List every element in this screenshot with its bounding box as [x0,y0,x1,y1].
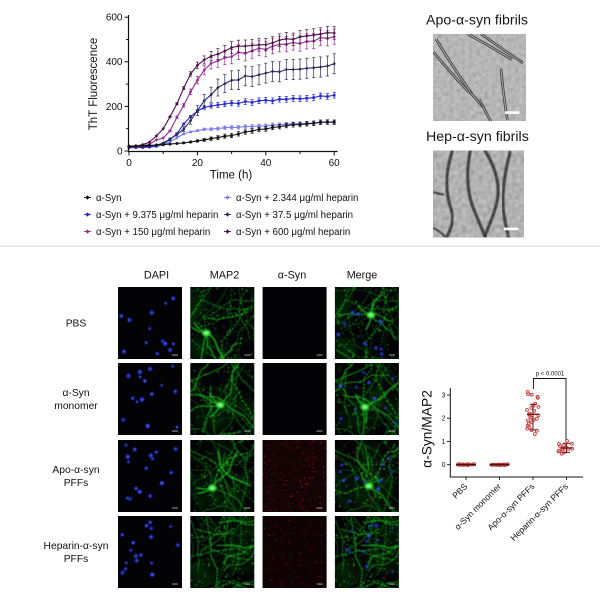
svg-text:ThT Fluorescence: ThT Fluorescence [88,38,100,130]
svg-text:600: 600 [106,13,123,24]
svg-text:p < 0.0001: p < 0.0001 [536,372,565,378]
svg-text:40: 40 [260,158,272,169]
svg-text:PFFs: PFFs [64,554,89,565]
svg-text:3: 3 [442,393,446,400]
svg-text:60: 60 [329,158,341,169]
svg-text:α-Syn/MAP2: α-Syn/MAP2 [420,390,435,468]
svg-text:100 nm: 100 nm [506,116,520,121]
svg-text:100 nm: 100 nm [505,232,519,237]
svg-text:α-Syn: α-Syn [62,388,89,399]
svg-text:Merge: Merge [347,270,378,282]
svg-text:0: 0 [442,462,446,469]
svg-text:PFFs: PFFs [64,478,89,489]
svg-text:0: 0 [117,146,123,157]
svg-text:Heparin-α-syn: Heparin-α-syn [44,541,109,552]
svg-text:α-Syn + 600 μg/ml heparin: α-Syn + 600 μg/ml heparin [236,227,350,238]
svg-text:DAPI: DAPI [144,270,169,282]
svg-text:α-Syn + 150 μg/ml heparin: α-Syn + 150 μg/ml heparin [96,227,210,238]
svg-text:Apo-α-syn fibrils: Apo-α-syn fibrils [426,13,528,29]
svg-text:PBS: PBS [66,319,87,330]
svg-text:20: 20 [192,158,204,169]
svg-text:1: 1 [442,439,446,446]
svg-text:α-Syn: α-Syn [96,193,122,204]
svg-text:α-Syn + 37.5 μg/ml heparin: α-Syn + 37.5 μg/ml heparin [236,210,353,221]
svg-text:PBS: PBS [450,481,469,500]
svg-text:400: 400 [106,57,123,68]
svg-text:Apo-α-syn: Apo-α-syn [52,465,99,476]
svg-text:2: 2 [442,416,446,423]
svg-text:α-Syn + 9.375 μg/ml heparin: α-Syn + 9.375 μg/ml heparin [96,210,218,221]
svg-text:0: 0 [126,158,132,169]
svg-text:α-Syn + 2.344 μg/ml heparin: α-Syn + 2.344 μg/ml heparin [236,193,358,204]
svg-text:MAP2: MAP2 [210,270,239,282]
svg-text:Heparin-α-syn PFFs: Heparin-α-syn PFFs [508,481,570,543]
svg-text:α-Syn: α-Syn [278,270,306,282]
svg-text:Time (h): Time (h) [210,170,253,182]
svg-text:monomer: monomer [54,401,98,412]
svg-text:200: 200 [106,102,123,113]
svg-text:Hep-α-syn fibrils: Hep-α-syn fibrils [426,129,529,145]
